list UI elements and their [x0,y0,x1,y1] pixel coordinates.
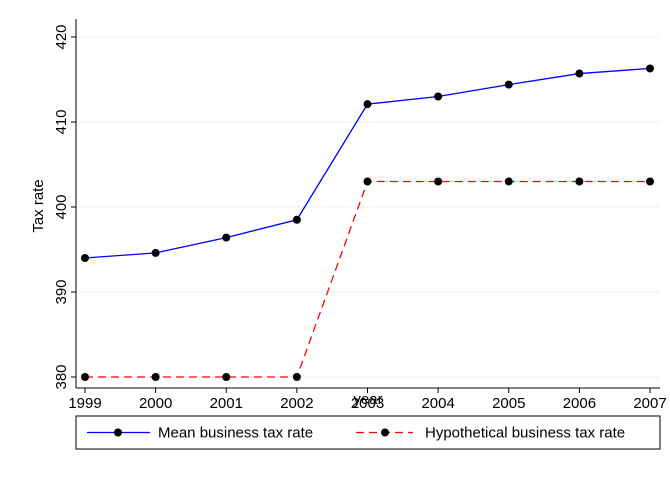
data-point [434,92,443,101]
y-tick-label: 420 [53,24,70,49]
series-0 [81,64,654,262]
data-point [292,373,301,381]
x-tick-label: 2004 [421,395,454,412]
legend: Mean business tax rate Hypothetical busin… [75,415,661,450]
legend-label: Mean business tax rate [158,425,313,442]
legend-key-marker-0 [114,428,122,437]
x-tick-label: 1999 [68,395,101,412]
data-point [363,100,372,109]
data-point [434,177,443,186]
series-line-0 [84,67,651,259]
y-axis-title: Tax rate [30,179,47,232]
series-line-1 [85,180,650,378]
x-tick-label: 2007 [633,395,666,412]
x-tick-label: 2002 [280,395,313,412]
data-point [292,215,301,224]
data-point [646,177,654,186]
data-point [81,373,89,381]
data-point [363,177,372,186]
x-tick-label: 2001 [210,395,243,412]
y-tick-label: 390 [53,279,70,304]
y-tick-label: 410 [53,109,70,134]
data-point [575,69,584,78]
x-tick-label: 2000 [139,395,172,412]
legend-key-marker-1 [381,428,389,437]
gridlines [76,36,660,378]
legend-label: Hypothetical business tax rate [425,425,625,442]
y-tick-label: 400 [53,194,70,219]
axes: 380 390 400 410 420 1999 2000 2001 2002 2003 2004 2… [53,19,667,412]
data-point [222,233,231,242]
data-point [222,373,231,381]
x-tick-label: 2003 [351,395,384,412]
series-1 [81,177,654,381]
data-point [504,80,513,89]
data-point [81,254,89,262]
data-point [646,64,654,73]
y-tick-label: 380 [53,364,70,389]
x-tick-label: 2005 [492,395,525,412]
data-point [151,373,160,381]
data-series [81,64,654,381]
legend-box [75,415,661,450]
data-point [151,248,160,257]
data-point [504,177,513,186]
x-tick-label: 2006 [563,395,596,412]
data-point [575,177,584,186]
x-axis-title: year [353,391,382,408]
